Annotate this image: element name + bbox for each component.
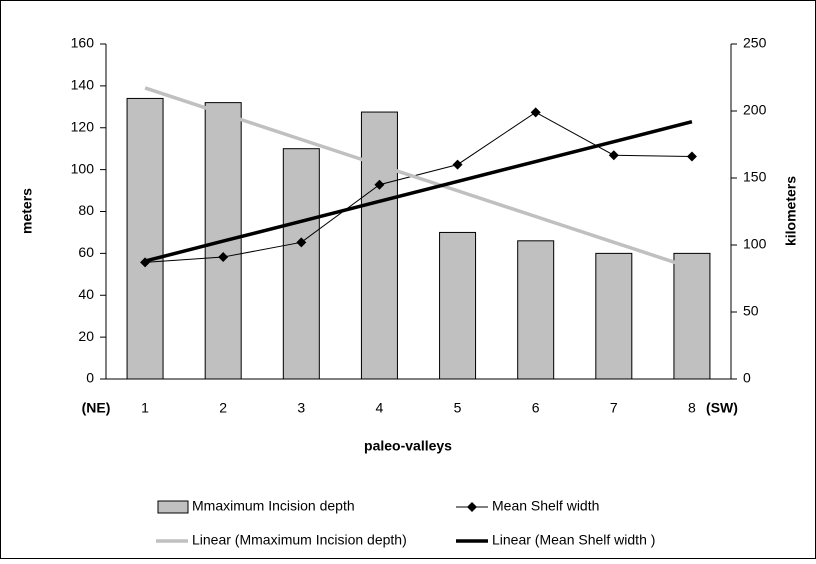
bar [595, 252, 633, 380]
marker [218, 252, 229, 263]
x-tick-label: 3 [297, 400, 305, 416]
trend-line [144, 86, 693, 270]
bar [517, 240, 555, 380]
x-tick-label: 7 [610, 400, 618, 416]
y2-axis-label: kilometers [783, 176, 799, 246]
y-axis-label: meters [19, 188, 35, 234]
y2-tick-label: 50 [743, 303, 759, 319]
y2-tick-label: 0 [743, 370, 751, 386]
x-tick-label: 8 [688, 400, 696, 416]
y-tick-label: 120 [71, 118, 95, 134]
y2-tick-label: 150 [743, 169, 767, 185]
x-axis-label: paleo-valleys [364, 438, 452, 454]
legend-label: Mean Shelf width [492, 498, 599, 514]
y-tick-label: 160 [71, 35, 95, 51]
legend-swatch [157, 500, 189, 514]
marker [608, 150, 619, 161]
bar [439, 231, 477, 380]
bar [126, 97, 164, 380]
y2-tick-label: 200 [743, 102, 767, 118]
bar [360, 111, 398, 380]
annotation: (NE) [82, 400, 111, 416]
x-tick-label: 5 [454, 400, 462, 416]
legend-marker [467, 502, 477, 512]
y2-tick-label: 100 [743, 236, 767, 252]
bar [282, 148, 320, 380]
marker [686, 151, 697, 162]
x-tick-label: 1 [141, 400, 149, 416]
y-tick-label: 60 [78, 244, 94, 260]
marker [530, 107, 541, 118]
legend-label: Linear (Mean Shelf width ) [492, 532, 655, 548]
legend-label: Linear (Mmaximum Incision depth) [192, 532, 407, 548]
y2-tick-label: 250 [743, 35, 767, 51]
marker [296, 237, 307, 248]
marker [374, 179, 385, 190]
legend-label: Mmaximum Incision depth [192, 498, 355, 514]
line [145, 111, 692, 263]
x-tick-label: 6 [532, 400, 540, 416]
trend-line [144, 120, 693, 263]
x-tick-label: 4 [376, 400, 384, 416]
marker [452, 159, 463, 170]
y-tick-label: 40 [78, 286, 94, 302]
y-tick-label: 0 [86, 370, 94, 386]
y-tick-label: 100 [71, 160, 95, 176]
bar [673, 252, 711, 380]
x-tick-label: 2 [219, 400, 227, 416]
annotation: (SW) [706, 400, 738, 416]
y-tick-label: 80 [78, 202, 94, 218]
y-tick-label: 20 [78, 328, 94, 344]
y-tick-label: 140 [71, 77, 95, 93]
